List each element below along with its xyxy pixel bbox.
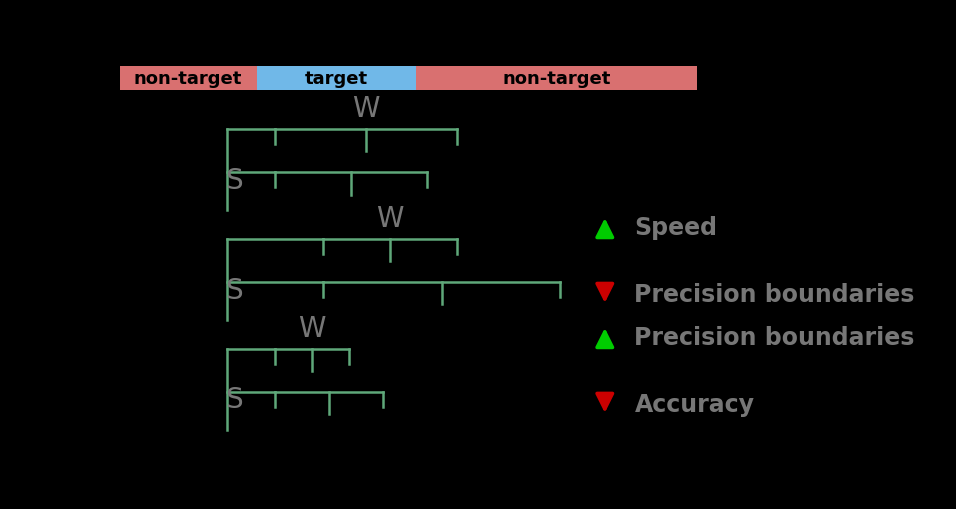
- FancyBboxPatch shape: [416, 67, 698, 91]
- Text: S: S: [226, 386, 243, 414]
- Text: S: S: [226, 166, 243, 194]
- Text: W: W: [298, 314, 326, 342]
- Text: S: S: [226, 276, 243, 304]
- Text: non-target: non-target: [503, 70, 611, 88]
- Text: W: W: [352, 95, 380, 123]
- Text: Precision boundaries: Precision boundaries: [635, 325, 915, 349]
- Text: target: target: [305, 70, 368, 88]
- Text: W: W: [376, 205, 403, 232]
- FancyBboxPatch shape: [120, 67, 256, 91]
- Text: Accuracy: Accuracy: [635, 392, 754, 416]
- FancyBboxPatch shape: [256, 67, 416, 91]
- Text: non-target: non-target: [134, 70, 242, 88]
- Text: Speed: Speed: [635, 216, 717, 240]
- Text: Precision boundaries: Precision boundaries: [635, 282, 915, 306]
